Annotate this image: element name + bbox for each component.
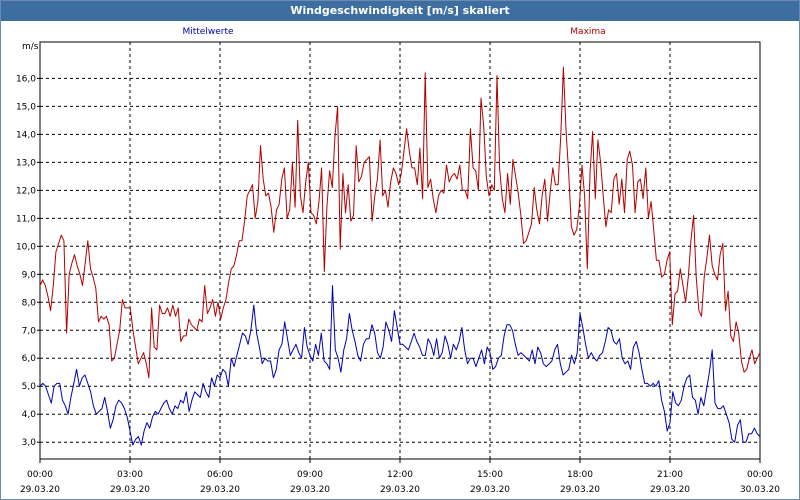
- x-tick-date-label: 29.03.20: [20, 485, 60, 495]
- x-tick-date-label: 29.03.20: [560, 485, 600, 495]
- y-tick-label: 12,0: [16, 186, 36, 196]
- y-axis-label: m/s: [22, 42, 39, 52]
- x-tick-time-label: 00:00: [747, 470, 773, 480]
- y-tick-label: 7,0: [22, 326, 37, 336]
- y-tick-label: 15,0: [16, 102, 36, 112]
- x-tick-date-label: 29.03.20: [470, 485, 510, 495]
- x-tick-time-label: 09:00: [297, 470, 323, 480]
- series-line-maxima: [39, 66, 761, 379]
- plot-area-border: [39, 41, 761, 460]
- x-tick-time-label: 03:00: [117, 470, 143, 480]
- x-tick-time-label: 21:00: [657, 470, 683, 480]
- y-tick-label: 14,0: [16, 130, 36, 140]
- x-tick-date-label: 29.03.20: [290, 485, 330, 495]
- y-tick-label: 10,0: [16, 242, 36, 252]
- x-tick-date-label: 29.03.20: [380, 485, 420, 495]
- legend-maxima: Maxima: [570, 27, 605, 37]
- x-tick-time-label: 15:00: [477, 470, 503, 480]
- y-tick-label: 9,0: [22, 270, 37, 280]
- y-tick-label: 13,0: [16, 158, 36, 168]
- x-tick-time-label: 18:00: [567, 470, 593, 480]
- y-tick-label: 5,0: [22, 382, 37, 392]
- x-tick-time-label: 06:00: [207, 470, 233, 480]
- x-tick-date-label: 29.03.20: [650, 485, 690, 495]
- chart-title: Windgeschwindigkeit [m/s] skaliert: [1, 1, 799, 21]
- y-tick-label: 16,0: [16, 74, 36, 84]
- x-tick-date-label: 29.03.20: [200, 485, 240, 495]
- y-tick-label: 6,0: [22, 354, 37, 364]
- x-tick-time-label: 12:00: [387, 470, 413, 480]
- y-tick-label: 3,0: [22, 438, 37, 448]
- y-tick-label: 8,0: [22, 298, 37, 308]
- series-line-mittelwerte: [39, 285, 761, 446]
- x-tick-date-label: 29.03.20: [110, 485, 150, 495]
- y-tick-label: 4,0: [22, 410, 37, 420]
- y-tick-label: 11,0: [16, 214, 36, 224]
- x-tick-date-label: 30.03.20: [740, 485, 780, 495]
- legend-mittelwerte: Mittelwerte: [182, 27, 233, 37]
- x-tick-time-label: 00:00: [27, 470, 53, 480]
